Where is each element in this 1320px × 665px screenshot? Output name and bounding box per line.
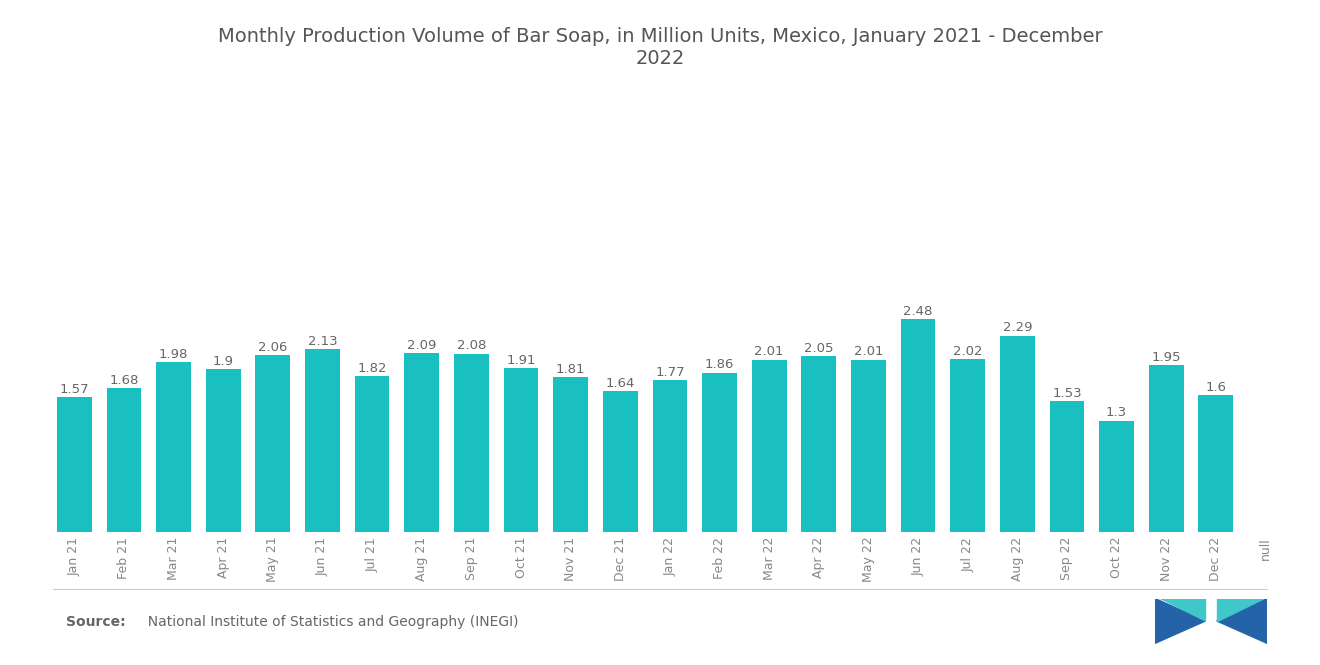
Bar [950, 359, 985, 532]
Text: 1.98: 1.98 [158, 348, 189, 361]
Bar [1049, 401, 1084, 532]
Bar [57, 398, 91, 532]
Bar [1100, 420, 1134, 532]
Bar [1199, 395, 1233, 532]
Polygon shape [1155, 598, 1205, 644]
Text: 2.09: 2.09 [407, 338, 437, 352]
Text: 1.53: 1.53 [1052, 386, 1082, 400]
Bar [702, 372, 737, 532]
Text: 1.86: 1.86 [705, 358, 734, 371]
Text: 1.3: 1.3 [1106, 406, 1127, 420]
Bar [256, 355, 290, 532]
Text: 1.77: 1.77 [655, 366, 685, 379]
Bar [107, 388, 141, 532]
Text: 2.06: 2.06 [259, 341, 288, 354]
Bar [851, 360, 886, 532]
Text: 2.01: 2.01 [755, 345, 784, 358]
Text: 1.57: 1.57 [59, 383, 90, 396]
Text: 2.48: 2.48 [903, 305, 933, 318]
Text: Source:: Source: [66, 614, 125, 629]
Text: 1.95: 1.95 [1151, 350, 1181, 364]
Text: National Institute of Statistics and Geography (INEGI): National Institute of Statistics and Geo… [139, 614, 517, 629]
Bar [801, 356, 836, 532]
Bar [752, 360, 787, 532]
Text: 1.82: 1.82 [358, 362, 387, 374]
Bar [454, 354, 488, 532]
Text: 2.08: 2.08 [457, 339, 486, 352]
Bar [156, 362, 191, 532]
Text: 2.02: 2.02 [953, 344, 982, 358]
Text: 1.9: 1.9 [213, 355, 234, 368]
Polygon shape [1160, 598, 1205, 621]
Text: 2.13: 2.13 [308, 335, 338, 348]
Polygon shape [1217, 598, 1262, 621]
Bar [504, 368, 539, 532]
Bar [652, 380, 688, 532]
Polygon shape [1217, 598, 1267, 644]
Text: 2.29: 2.29 [1003, 321, 1032, 334]
Bar [206, 369, 240, 532]
Text: 1.6: 1.6 [1205, 380, 1226, 394]
Bar [603, 392, 638, 532]
Text: 1.81: 1.81 [556, 362, 585, 376]
Text: Monthly Production Volume of Bar Soap, in Million Units, Mexico, January 2021 - : Monthly Production Volume of Bar Soap, i… [218, 27, 1102, 68]
Text: 1.68: 1.68 [110, 374, 139, 387]
Text: 1.64: 1.64 [606, 377, 635, 390]
Text: 1.91: 1.91 [507, 354, 536, 367]
Text: 2.01: 2.01 [854, 345, 883, 358]
Bar [1001, 336, 1035, 532]
Bar [355, 376, 389, 532]
Bar [305, 349, 339, 532]
Text: 2.05: 2.05 [804, 342, 833, 355]
Bar [553, 377, 587, 532]
Bar [1148, 365, 1184, 532]
Bar [900, 319, 936, 532]
Bar [404, 353, 440, 532]
